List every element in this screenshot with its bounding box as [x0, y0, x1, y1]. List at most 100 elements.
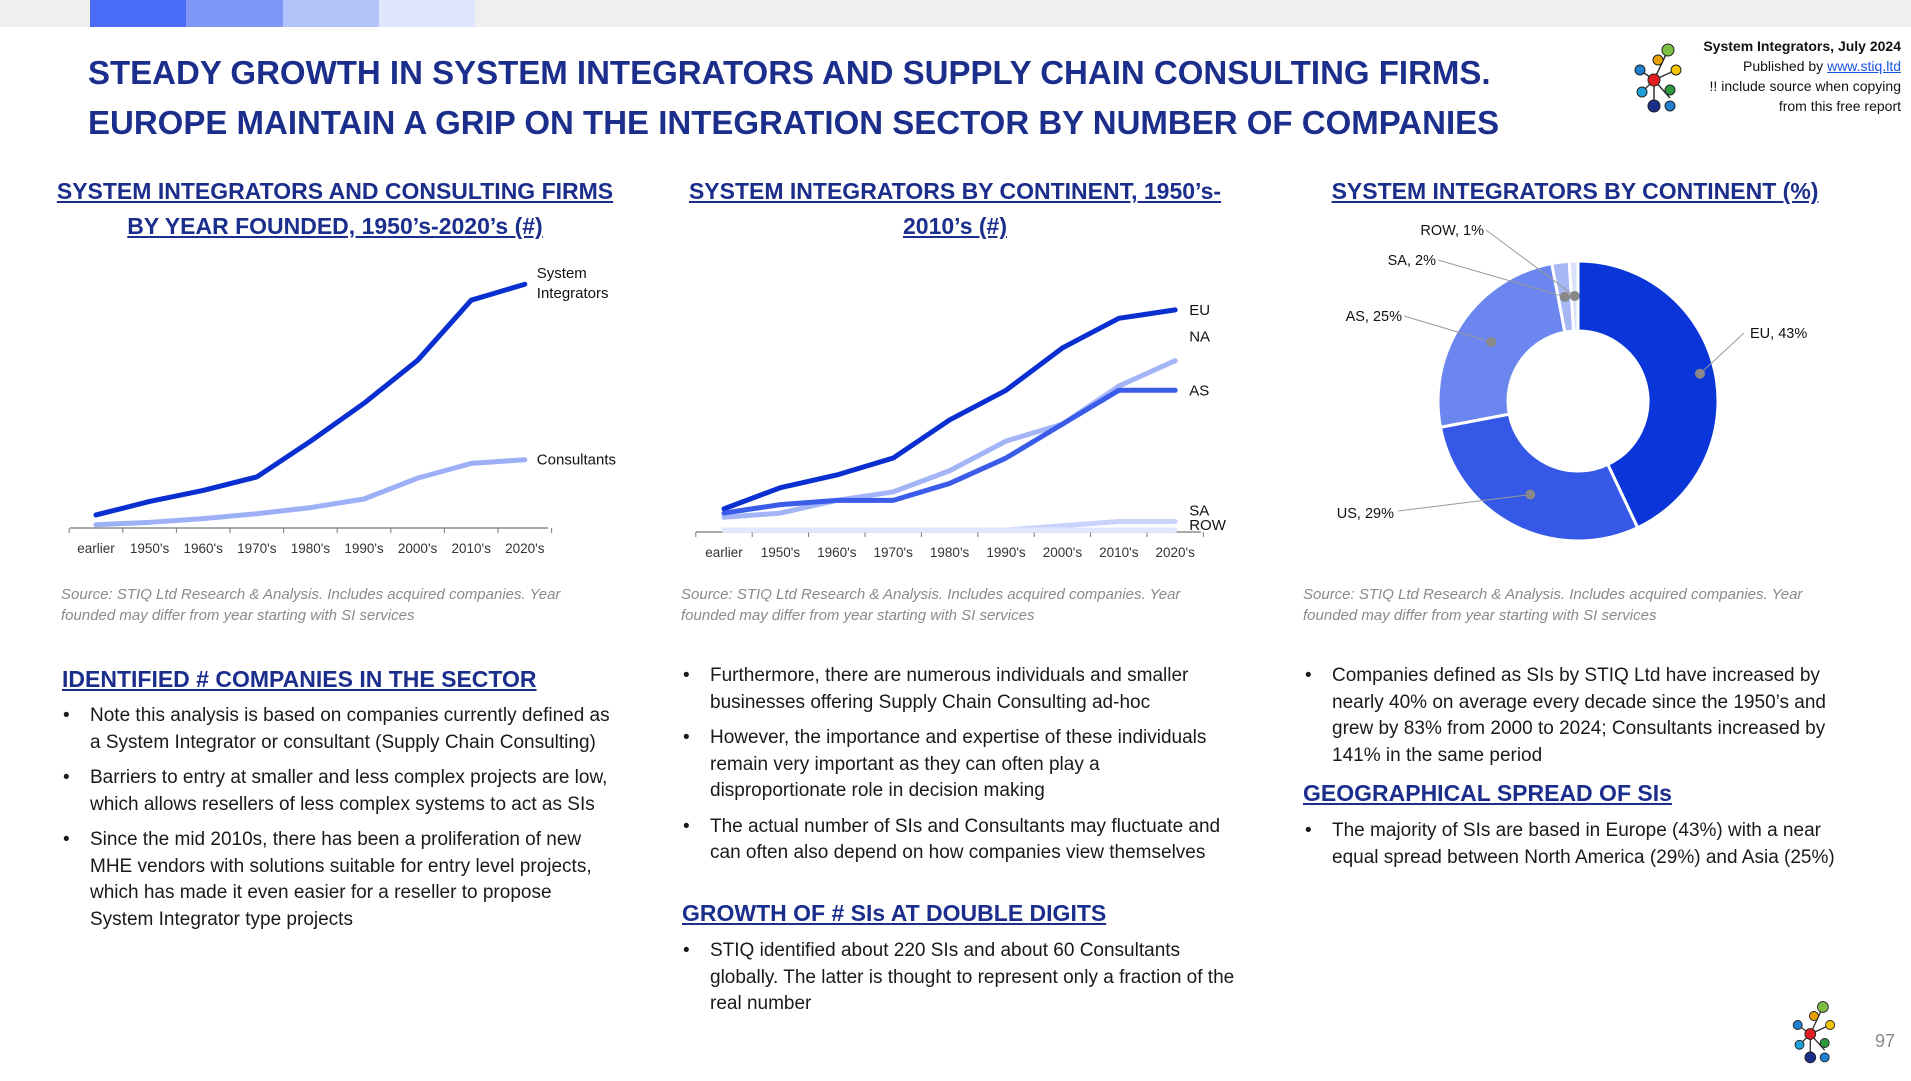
col1-bullet-3: Since the mid 2010s, there has been a pr… — [61, 827, 611, 933]
col2-bullet-list-b: STIQ identified about 220 SIs and about … — [681, 938, 1241, 1027]
publisher-info: System Integrators, July 2024 Published … — [1641, 36, 1901, 116]
publisher-report-name: System Integrators, July 2024 — [1703, 38, 1901, 54]
donut-slice-as-25 — [1436, 261, 1567, 429]
donut-leader-dot — [1525, 489, 1536, 500]
donut-leader-dot — [1486, 336, 1497, 347]
x-tick-label: 2010's — [1099, 545, 1139, 560]
col2-bullet-1: Furthermore, there are numerous individu… — [681, 663, 1241, 716]
col2-bullet-list-a: Furthermore, there are numerous individu… — [681, 663, 1241, 876]
middle-source-line-1: Source: STIQ Ltd Research & Analysis. In… — [681, 586, 1181, 603]
donut-leader-line — [1699, 332, 1745, 375]
donut-slice-eu-43 — [1576, 259, 1720, 530]
series-label-system-integrators: Integrators — [537, 285, 609, 302]
top-color-bar — [0, 0, 1911, 27]
series-label-system-integrators: System — [537, 265, 587, 282]
series-label-as: AS — [1189, 382, 1209, 399]
x-tick-label: 2010's — [452, 541, 492, 556]
series-label-row: ROW — [1189, 517, 1227, 534]
left-source-line-1: Source: STIQ Ltd Research & Analysis. In… — [61, 586, 561, 603]
left-chart-heading: SYSTEM INTEGRATORS AND CONSULTING FIRMS … — [50, 174, 620, 244]
series-line-eu — [721, 307, 1178, 512]
topbar-segment-2 — [186, 0, 283, 27]
x-tick-label: 1960's — [817, 545, 857, 560]
donut-leader-dot — [1569, 291, 1580, 302]
x-tick-label: 2000's — [1043, 545, 1083, 560]
copy-notice-line-2: from this free report — [1778, 98, 1901, 114]
x-tick-label: 1980's — [930, 545, 970, 560]
right-chart-heading-line-1: SYSTEM INTEGRATORS BY CONTINENT (%) — [1331, 178, 1819, 204]
middle-chart-source: Source: STIQ Ltd Research & Analysis. In… — [681, 584, 1180, 626]
x-tick-label: 2020's — [505, 541, 545, 556]
stiq-logo-icon — [1634, 43, 1682, 113]
stiq-footer-logo-icon — [1792, 1001, 1836, 1064]
col3-bullet-1: Companies defined as SIs by STIQ Ltd hav… — [1303, 663, 1863, 769]
si-consultants-line-chart: earlier 1950's 1960's 1970's 1980's 1990's 200… — [68, 265, 616, 556]
middle-chart-heading-line-2: 2010’s (#) — [903, 213, 1007, 239]
x-tick-label: 1980's — [291, 541, 331, 556]
page-number: 97 — [1874, 1031, 1895, 1051]
x-tick-label: 1960's — [184, 541, 224, 556]
x-tick-label: 2020's — [1156, 545, 1196, 560]
series-label-eu: EU — [1189, 302, 1210, 319]
series-label-na: NA — [1189, 329, 1210, 346]
donut-leader-line — [1485, 229, 1576, 297]
donut-leader-line — [1403, 315, 1492, 343]
col3-bullet-list-b: The majority of SIs are based in Europe … — [1303, 818, 1863, 880]
series-label-sa: SA — [1189, 503, 1209, 520]
col2-bullet-2: However, the importance and expertise of… — [681, 725, 1241, 805]
topbar-segment-4 — [379, 0, 475, 27]
right-source-line-1: Source: STIQ Ltd Research & Analysis. In… — [1303, 586, 1803, 603]
continent-line-chart: earlier 1950's 1960's 1970's 1980's 1990's 200… — [695, 302, 1227, 560]
left-chart-source: Source: STIQ Ltd Research & Analysis. In… — [61, 584, 560, 626]
donut-leader-line — [1397, 494, 1531, 512]
continent-donut-chart: EU, 43% US, 29% AS, 25% SA, 2% ROW, 1% — [1337, 223, 1807, 543]
x-tick-label: earlier — [705, 545, 743, 560]
geographical-spread-heading: GEOGRAPHICAL SPREAD OF SIs — [1303, 780, 1672, 806]
topbar-segment-3 — [283, 0, 379, 27]
col3-bullet-2: The majority of SIs are based in Europe … — [1303, 818, 1863, 871]
col1-bullet-1: Note this analysis is based on companies… — [61, 703, 611, 756]
growth-heading: GROWTH OF # SIs AT DOUBLE DIGITS — [682, 900, 1107, 926]
x-tick-label: 1950's — [761, 545, 801, 560]
publisher-link[interactable]: www.stiq.ltd — [1827, 58, 1901, 74]
series-label-consultants: Consultants — [537, 452, 616, 469]
col2-bullet-3: The actual number of SIs and Consultants… — [681, 814, 1241, 867]
series-line-system-integrators — [93, 281, 528, 518]
page-title-line-2: EUROPE MAINTAIN A GRIP ON THE INTEGRATIO… — [88, 104, 1500, 141]
x-tick-label: 1990's — [986, 545, 1026, 560]
topbar-segment-1 — [90, 0, 186, 27]
col1-bullet-2: Barriers to entry at smaller and less co… — [61, 765, 611, 818]
series-line-na — [721, 358, 1178, 520]
col1-bullet-list: Note this analysis is based on companies… — [61, 703, 611, 942]
donut-slice-us-29 — [1438, 412, 1640, 543]
x-tick-label: 1990's — [344, 541, 384, 556]
identified-companies-heading: IDENTIFIED # COMPANIES IN THE SECTOR — [62, 666, 537, 692]
col2-bullet-4: STIQ identified about 220 SIs and about … — [681, 938, 1241, 1018]
page-title: STEADY GROWTH IN SYSTEM INTEGRATORS AND … — [88, 48, 1538, 148]
middle-chart-heading: SYSTEM INTEGRATORS BY CONTINENT, 1950’s-… — [660, 174, 1250, 244]
copy-notice-line-1: !! include source when copying — [1709, 78, 1901, 94]
x-tick-label: 2000's — [398, 541, 438, 556]
left-chart-heading-line-1: SYSTEM INTEGRATORS AND CONSULTING FIRMS — [56, 178, 614, 204]
x-tick-label: 1970's — [237, 541, 277, 556]
x-tick-label: 1970's — [874, 545, 914, 560]
right-chart-source: Source: STIQ Ltd Research & Analysis. In… — [1303, 584, 1802, 626]
left-chart-heading-line-2: BY YEAR FOUNDED, 1950’s-2020’s (#) — [127, 213, 543, 239]
left-source-line-2: founded may differ from year starting wi… — [61, 607, 415, 624]
published-by-label: Published by — [1743, 58, 1824, 74]
x-tick-label: earlier — [77, 541, 115, 556]
donut-label-us-29: US, 29% — [1337, 506, 1394, 522]
right-source-line-2: founded may differ from year starting wi… — [1303, 607, 1657, 624]
series-line-consultants — [93, 457, 528, 528]
donut-leader-dot — [1559, 291, 1570, 302]
donut-leader-dot — [1694, 368, 1705, 379]
series-line-as — [721, 387, 1178, 516]
middle-chart-heading-line-1: SYSTEM INTEGRATORS BY CONTINENT, 1950’s- — [688, 178, 1222, 204]
right-chart-heading: SYSTEM INTEGRATORS BY CONTINENT (%) — [1290, 174, 1860, 209]
donut-leader-line — [1437, 259, 1565, 298]
page-title-line-1: STEADY GROWTH IN SYSTEM INTEGRATORS AND … — [88, 54, 1491, 91]
donut-label-sa-2: SA, 2% — [1388, 253, 1436, 269]
donut-label-eu-43: EU, 43% — [1750, 326, 1807, 342]
x-tick-label: 1950's — [130, 541, 170, 556]
publisher-line: Published by www.stiq.ltd — [1641, 56, 1901, 76]
